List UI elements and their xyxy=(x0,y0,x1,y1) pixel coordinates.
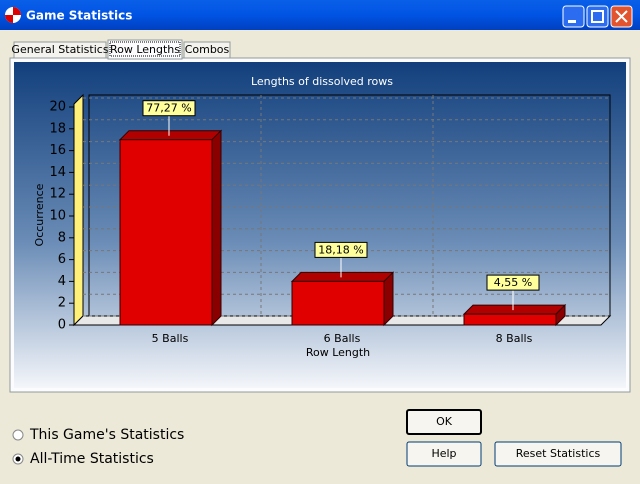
maximize-glyph xyxy=(591,10,604,23)
y-tick-label: 12 xyxy=(49,187,66,202)
bar-side xyxy=(383,271,394,327)
window-title: Game Statistics xyxy=(26,9,132,23)
button-label[interactable]: OK xyxy=(436,415,453,428)
x-tick-label: 6 Balls xyxy=(324,332,361,345)
button-label[interactable]: Reset Statistics xyxy=(516,447,601,460)
tab[interactable] xyxy=(183,41,231,59)
y-tick-label: 0 xyxy=(58,318,66,333)
bar-top xyxy=(118,130,223,141)
window-controls[interactable] xyxy=(562,5,633,28)
tab[interactable] xyxy=(107,39,183,60)
label-box xyxy=(314,241,368,258)
y-tick-label: 4 xyxy=(58,274,66,289)
x-tick-label: 5 Balls xyxy=(152,332,189,345)
close-glyph xyxy=(615,10,628,23)
bar xyxy=(291,280,385,326)
y-tick-label: 2 xyxy=(58,296,66,311)
radio-label[interactable]: All-Time Statistics xyxy=(30,451,154,467)
bar xyxy=(463,313,557,326)
y-tick-label: 6 xyxy=(58,252,66,267)
tab-focus xyxy=(109,41,181,57)
y-axis-label: Occurrence xyxy=(33,183,46,246)
x-tick-label: 8 Balls xyxy=(496,332,533,345)
maximize-button[interactable] xyxy=(586,5,609,28)
tab-label[interactable]: General Statistics xyxy=(11,43,108,56)
button[interactable] xyxy=(406,441,482,467)
button[interactable] xyxy=(494,441,622,467)
chart-title: Lengths of dissolved rows xyxy=(251,75,393,88)
y-tick-label: 8 xyxy=(58,230,66,245)
minimize-glyph xyxy=(568,20,576,23)
title-bar xyxy=(0,0,640,30)
radio-button[interactable] xyxy=(12,429,24,441)
button-label[interactable]: Help xyxy=(431,447,456,460)
tab[interactable] xyxy=(13,41,107,59)
button[interactable] xyxy=(406,409,482,435)
bar-top xyxy=(462,304,567,315)
bar-label: 4,55 % xyxy=(494,276,532,289)
y-tick-label: 20 xyxy=(49,100,66,115)
radio-label[interactable]: This Game's Statistics xyxy=(29,427,184,443)
y-tick-label: 18 xyxy=(49,121,66,136)
tab-label[interactable]: Combos xyxy=(185,43,230,56)
bar-label: 77,27 % xyxy=(146,102,191,115)
y-tick-label: 14 xyxy=(49,165,66,180)
left-wall xyxy=(73,93,84,327)
y-tick-label: 10 xyxy=(49,209,66,224)
bar-top xyxy=(290,271,395,282)
chart-background xyxy=(14,62,626,388)
x-axis-label: Row Length xyxy=(306,346,370,359)
app-icon-part xyxy=(5,7,21,23)
tab-label[interactable]: Row Lengths xyxy=(110,43,180,56)
label-box xyxy=(486,274,540,291)
bar-label: 18,18 % xyxy=(318,243,363,256)
minimize-button[interactable] xyxy=(562,5,585,28)
bar xyxy=(119,139,213,326)
label-box xyxy=(142,100,196,117)
y-tick-label: 16 xyxy=(49,143,66,158)
radio-dot xyxy=(15,456,21,462)
bar-side xyxy=(211,129,222,327)
